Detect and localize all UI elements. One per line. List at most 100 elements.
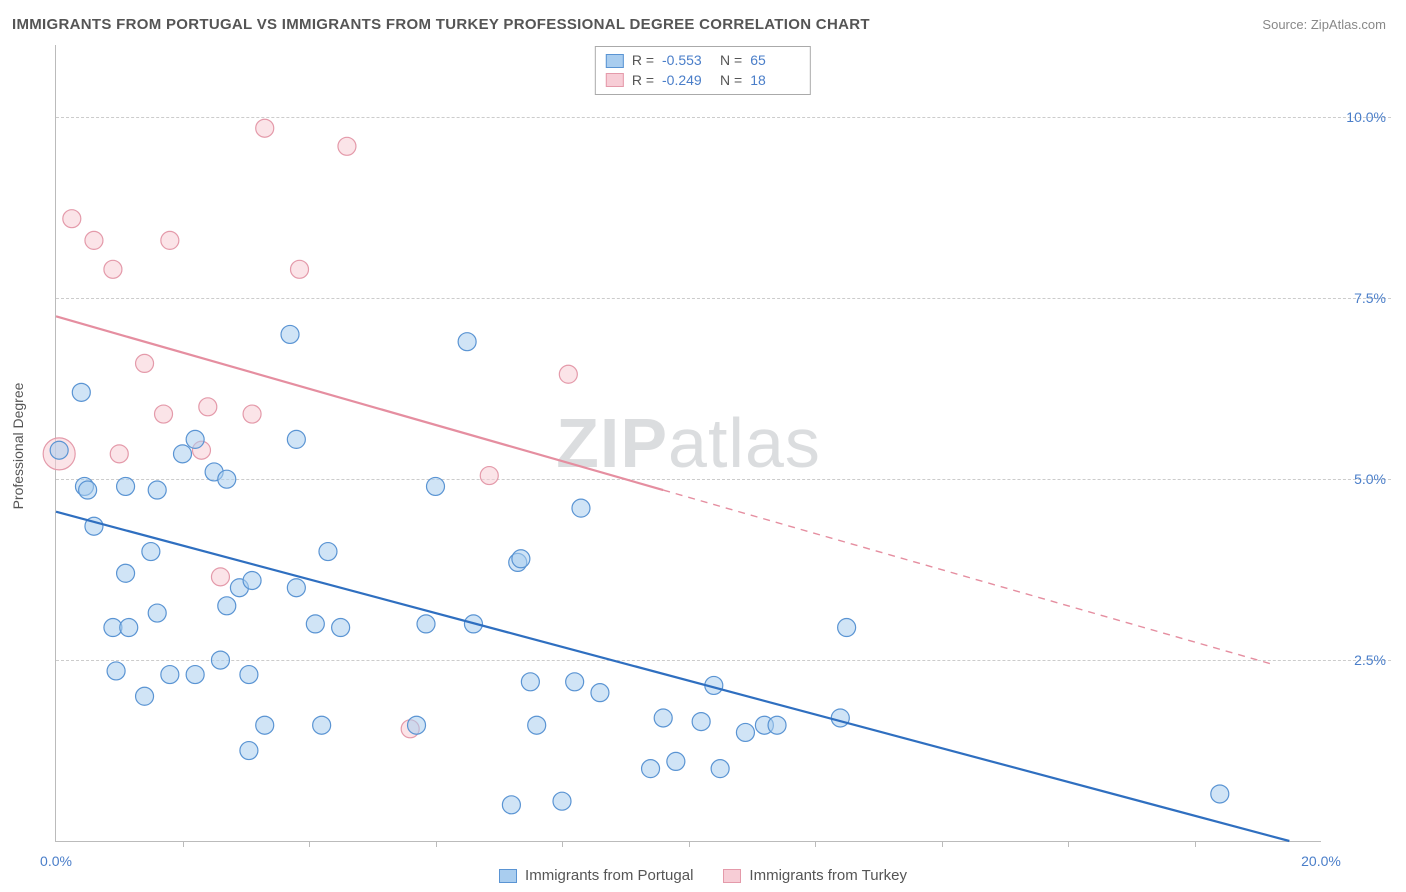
trend-line [56, 316, 663, 490]
data-point [199, 398, 217, 416]
data-point [117, 564, 135, 582]
stat-r-label: R = [632, 71, 654, 91]
data-point [161, 231, 179, 249]
data-point [417, 615, 435, 633]
series-legend: Immigrants from Portugal Immigrants from … [0, 867, 1406, 884]
data-point [155, 405, 173, 423]
chart-title: IMMIGRANTS FROM PORTUGAL VS IMMIGRANTS F… [12, 16, 870, 33]
x-tick-mark [562, 841, 563, 847]
data-point [256, 716, 274, 734]
y-tick-label: 7.5% [1354, 290, 1386, 306]
data-point [711, 760, 729, 778]
data-point [559, 365, 577, 383]
x-tick-mark [1068, 841, 1069, 847]
data-point [291, 260, 309, 278]
data-point [667, 752, 685, 770]
legend-swatch [723, 869, 741, 883]
data-point [408, 716, 426, 734]
data-point [186, 666, 204, 684]
data-point [521, 673, 539, 691]
data-point [79, 481, 97, 499]
legend-swatch [499, 869, 517, 883]
stats-row: R = -0.553 N = 65 [606, 51, 800, 71]
stat-n-value: 65 [750, 51, 800, 71]
data-point [313, 716, 331, 734]
data-point [338, 137, 356, 155]
data-point [110, 445, 128, 463]
legend-item: Immigrants from Turkey [723, 867, 907, 884]
stat-r-label: R = [632, 51, 654, 71]
source-label: Source: [1262, 17, 1307, 32]
data-point [243, 571, 261, 589]
data-point [528, 716, 546, 734]
data-point [104, 260, 122, 278]
data-point [120, 619, 138, 637]
data-point [256, 119, 274, 137]
data-point [218, 597, 236, 615]
data-point [512, 550, 530, 568]
data-point [63, 210, 81, 228]
legend-label: Immigrants from Portugal [525, 867, 693, 884]
scatter-plot-svg [56, 45, 1321, 841]
data-point [136, 687, 154, 705]
data-point [692, 713, 710, 731]
trend-line [663, 490, 1270, 664]
x-tick-mark [689, 841, 690, 847]
stats-legend-box: R = -0.553 N = 65R = -0.249 N = 18 [595, 46, 811, 95]
legend-swatch [606, 54, 624, 68]
data-point [287, 430, 305, 448]
stat-n-value: 18 [750, 71, 800, 91]
data-point [186, 430, 204, 448]
data-point [319, 543, 337, 561]
data-point [654, 709, 672, 727]
y-axis-title: Professional Degree [10, 383, 26, 510]
data-point [50, 441, 68, 459]
source-name: ZipAtlas.com [1311, 17, 1386, 32]
data-point [240, 666, 258, 684]
legend-label: Immigrants from Turkey [749, 867, 907, 884]
x-tick-mark [1195, 841, 1196, 847]
data-point [72, 383, 90, 401]
data-point [211, 568, 229, 586]
data-point [838, 619, 856, 637]
x-tick-mark [436, 841, 437, 847]
data-point [831, 709, 849, 727]
data-point [148, 481, 166, 499]
data-point [306, 615, 324, 633]
data-point [281, 325, 299, 343]
legend-swatch [606, 73, 624, 87]
data-point [642, 760, 660, 778]
data-point [240, 742, 258, 760]
stat-r-value: -0.249 [662, 71, 712, 91]
data-point [85, 231, 103, 249]
data-point [107, 662, 125, 680]
y-tick-label: 2.5% [1354, 652, 1386, 668]
data-point [591, 684, 609, 702]
x-tick-mark [942, 841, 943, 847]
x-tick-mark [183, 841, 184, 847]
legend-item: Immigrants from Portugal [499, 867, 693, 884]
stat-n-label: N = [720, 51, 742, 71]
data-point [148, 604, 166, 622]
data-point [218, 470, 236, 488]
stat-n-label: N = [720, 71, 742, 91]
chart-plot-area: ZIPatlas 2.5%5.0%7.5%10.0%0.0%20.0% [55, 45, 1321, 842]
stats-row: R = -0.249 N = 18 [606, 71, 800, 91]
data-point [142, 543, 160, 561]
data-point [243, 405, 261, 423]
data-point [736, 723, 754, 741]
data-point [427, 477, 445, 495]
data-point [332, 619, 350, 637]
data-point [572, 499, 590, 517]
data-point [502, 796, 520, 814]
data-point [174, 445, 192, 463]
data-point [117, 477, 135, 495]
stat-r-value: -0.553 [662, 51, 712, 71]
y-tick-label: 5.0% [1354, 471, 1386, 487]
x-tick-mark [309, 841, 310, 847]
data-point [553, 792, 571, 810]
data-point [211, 651, 229, 669]
data-point [480, 467, 498, 485]
source-attribution: Source: ZipAtlas.com [1262, 17, 1386, 32]
data-point [566, 673, 584, 691]
